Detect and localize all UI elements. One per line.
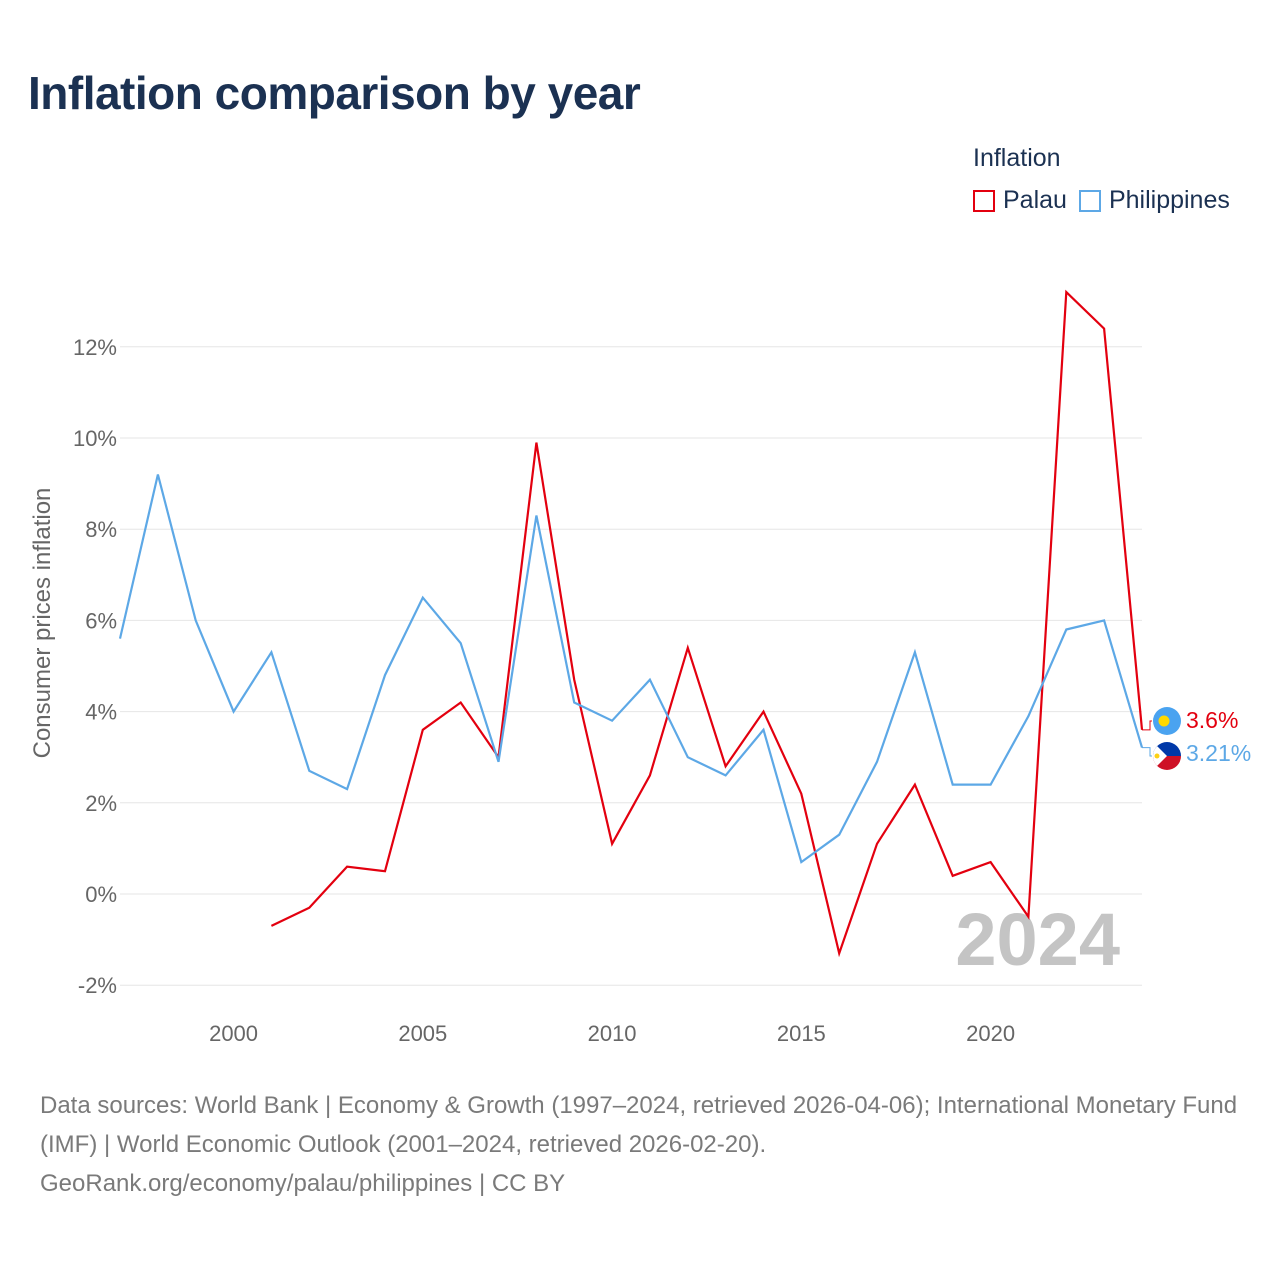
- legend-title: Inflation: [973, 144, 1061, 172]
- y-tick-label: 0%: [85, 882, 117, 907]
- x-tick-label: 2015: [777, 1021, 826, 1046]
- y-tick-label: 2%: [85, 791, 117, 816]
- y-tick-label: 4%: [85, 700, 117, 725]
- end-connector-palau: [1142, 720, 1152, 731]
- line-chart: -2% 0% 2% 4% 6% 8% 10% 12% 2000 2005 2010 2015 2020…: [29, 289, 1251, 1046]
- x-tick-label: 2005: [398, 1021, 447, 1046]
- legend-swatch-philippines: [1078, 189, 1101, 212]
- y-tick-label: 10%: [73, 426, 117, 451]
- y-tick-label: 12%: [73, 335, 117, 360]
- y-tick-label: 6%: [85, 608, 117, 633]
- data-sources: Data sources: World Bank | Economy & Gro…: [40, 1092, 1238, 1158]
- series-line-palau[interactable]: [270, 289, 1144, 958]
- legend-label-philippines: Philippines: [1108, 186, 1230, 214]
- x-tick-label: 2020: [966, 1021, 1015, 1046]
- legend-item-palau[interactable]: Palau: [973, 186, 1067, 215]
- y-axis-ticks: -2% 0% 2% 4% 6% 8% 10% 12%: [73, 335, 117, 998]
- flag-philippines-icon: [1153, 742, 1181, 770]
- grid-lines: [120, 346, 1142, 986]
- y-axis-label: Consumer prices inflation: [29, 488, 56, 759]
- series-lines: [118, 289, 1144, 958]
- end-label-philippines: 3.21%: [1186, 740, 1251, 766]
- x-tick-label: 2010: [588, 1021, 637, 1046]
- legend-item-philippines[interactable]: Philippines: [1078, 186, 1230, 215]
- legend-label-palau: Palau: [1003, 186, 1067, 214]
- legend-swatch-palau: [973, 189, 995, 212]
- flag-palau-icon: [1153, 707, 1181, 735]
- end-label-palau: 3.6%: [1186, 707, 1238, 733]
- y-tick-label: 8%: [85, 517, 117, 542]
- end-labels: 3.6% 3.21%: [1142, 707, 1251, 766]
- y-tick-label: -2%: [78, 973, 117, 998]
- series-line-philippines[interactable]: [118, 474, 1144, 864]
- credit-link[interactable]: GeoRank.org/economy/palau/philippines | …: [40, 1170, 566, 1197]
- chart-title: Inflation comparison by year: [28, 67, 641, 119]
- footer: Data sources: World Bank | Economy & Gro…: [40, 1086, 1240, 1203]
- x-axis-ticks: 2000 2005 2010 2015 2020: [209, 1021, 1015, 1046]
- year-watermark: 2024: [955, 898, 1120, 981]
- legend: Palau Philippines: [973, 186, 1242, 215]
- x-tick-label: 2000: [209, 1021, 258, 1046]
- end-connector-philippines: [1142, 747, 1152, 757]
